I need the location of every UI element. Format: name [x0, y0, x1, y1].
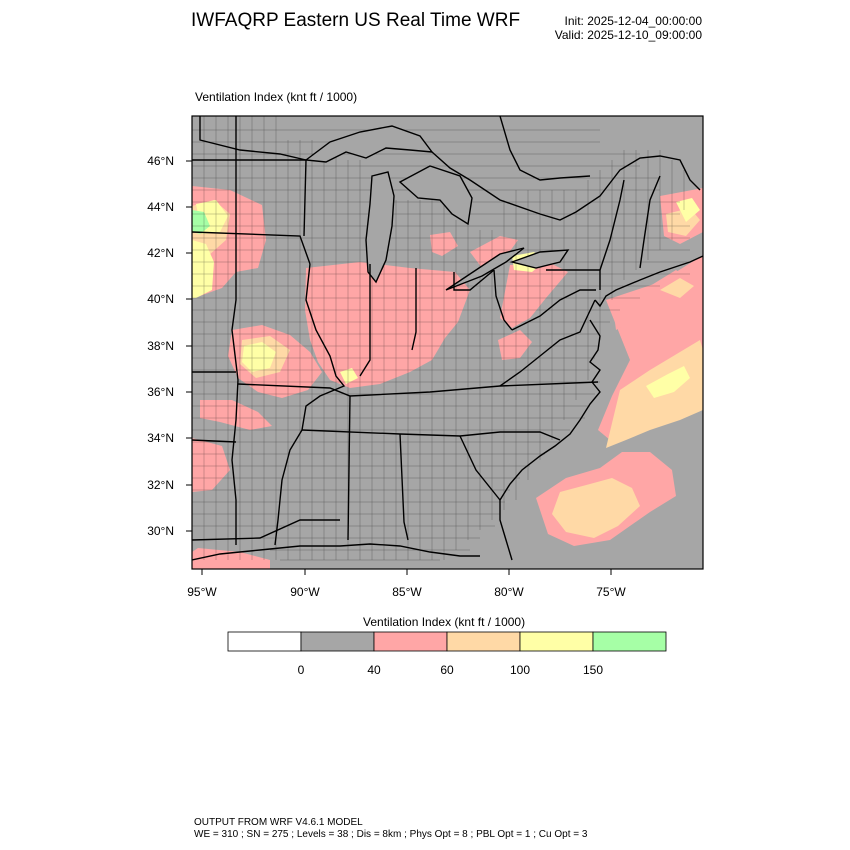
- state-boundaries: [192, 116, 661, 546]
- great-lakes: [304, 125, 570, 291]
- lat-label: 42°N: [147, 246, 174, 260]
- legend-box-3: [446, 631, 521, 652]
- legend-box-0: [227, 631, 302, 652]
- lon-label: 75°W: [596, 585, 626, 599]
- vi-over-150-regions: [192, 210, 210, 234]
- lat-label: 36°N: [147, 385, 174, 399]
- model-info-line2: WE = 310 ; SN = 275 ; Levels = 38 ; Dis …: [194, 829, 588, 840]
- legend-colorbar: [227, 631, 667, 652]
- lon-label: 85°W: [392, 585, 422, 599]
- field-title: Ventilation Index (knt ft / 1000): [195, 90, 358, 104]
- legend-tick-label: 60: [440, 663, 454, 677]
- legend-tick-label: 0: [297, 663, 305, 677]
- lat-label: 38°N: [147, 339, 174, 353]
- map-content: [192, 116, 703, 569]
- legend-box-1: [300, 631, 375, 652]
- county-lines: [192, 116, 690, 561]
- lon-labels: 95°W 90°W 85°W 80°W 75°W: [187, 585, 626, 599]
- init-time: Init: 2025-12-04_00:00:00: [564, 14, 702, 28]
- lat-label: 44°N: [147, 200, 174, 214]
- lon-ticks: [201, 569, 612, 575]
- lat-label: 40°N: [147, 292, 174, 306]
- legend-box-4: [519, 631, 594, 652]
- legend-box-5: [592, 631, 667, 652]
- legend-tick-label: 100: [509, 663, 531, 677]
- legend-box-2: [373, 631, 448, 652]
- lon-label: 80°W: [494, 585, 524, 599]
- lat-ticks: [186, 160, 192, 532]
- legend-tick-label: 150: [582, 663, 604, 677]
- lat-labels: 46°N 44°N 42°N 40°N 38°N 36°N 34°N 32°N …: [147, 154, 174, 538]
- lat-label: 32°N: [147, 478, 174, 492]
- legend-title: Ventilation Index (knt ft / 1000): [363, 615, 526, 629]
- legend-tick-label: 40: [367, 663, 381, 677]
- lon-label: 90°W: [290, 585, 320, 599]
- model-info-line1: OUTPUT FROM WRF V4.6.1 MODEL: [194, 817, 363, 828]
- lat-label: 30°N: [147, 524, 174, 538]
- lat-label: 34°N: [147, 431, 174, 445]
- valid-time: Valid: 2025-12-10_09:00:00: [554, 28, 702, 42]
- map-frame: [191, 115, 704, 570]
- lon-label: 95°W: [187, 585, 217, 599]
- lat-label: 46°N: [147, 154, 174, 168]
- coastlines: [192, 116, 703, 561]
- plot-title: IWFAQRP Eastern US Real Time WRF: [191, 10, 521, 31]
